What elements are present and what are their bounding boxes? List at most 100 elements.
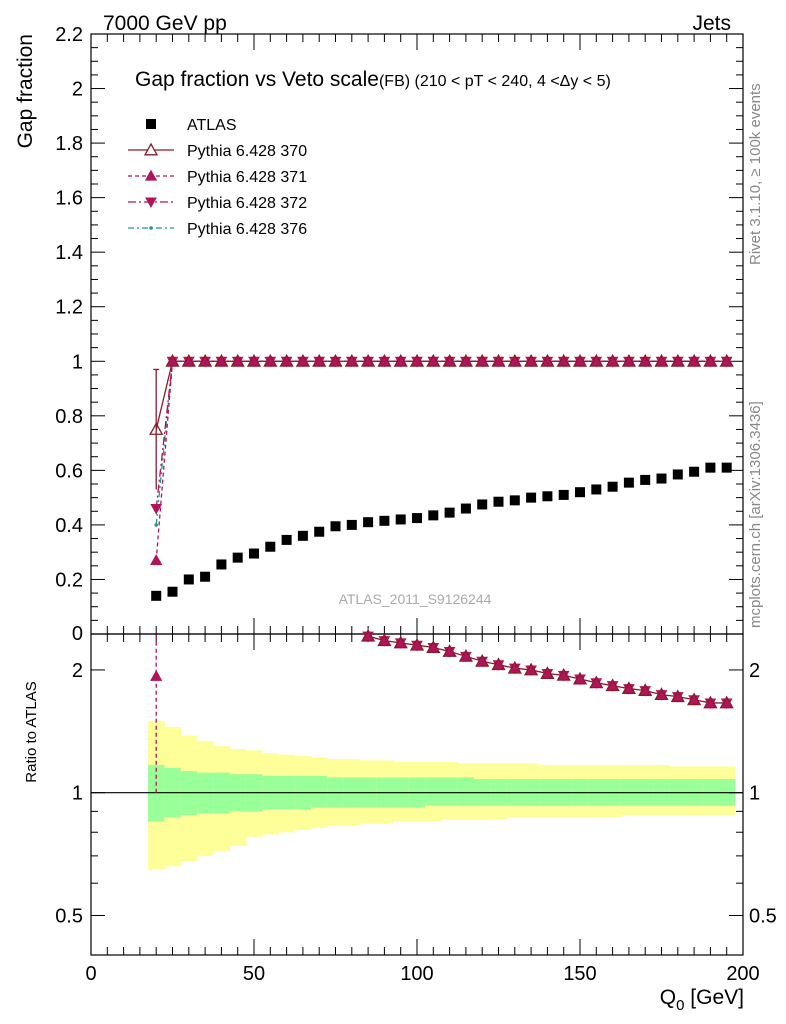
legend-p372-marker — [145, 197, 157, 209]
point-p370 — [197, 353, 213, 367]
y-tick-label: 0.4 — [55, 515, 83, 537]
point-atlas — [297, 530, 308, 541]
ratio-point-p370 — [654, 687, 669, 701]
point-p370 — [393, 353, 408, 367]
point-atlas — [395, 514, 406, 525]
series-line-p370 — [155, 360, 727, 430]
point-atlas — [640, 474, 651, 485]
x-tick-label: 100 — [400, 963, 433, 985]
y-tick-label: 1.4 — [55, 242, 83, 264]
legend-p370-marker — [143, 142, 159, 156]
ratio-plot: 0 50 100 150 200 0.5 0.5 1 1 2 2 — [55, 628, 777, 985]
point-p370 — [377, 353, 392, 367]
point-atlas — [379, 515, 390, 526]
ratio-point-p370 — [393, 635, 408, 649]
ratio-band-inner — [441, 777, 459, 806]
point-p370 — [572, 353, 588, 367]
point-atlas — [591, 484, 602, 495]
ratio-point-p370 — [475, 653, 490, 667]
point-atlas — [477, 499, 488, 510]
point-p370 — [230, 353, 245, 367]
point-p370 — [246, 353, 262, 367]
point-atlas — [167, 586, 178, 597]
point-atlas — [721, 462, 732, 473]
y-tick-label: 0.2 — [55, 569, 83, 591]
point-p370 — [426, 353, 441, 367]
x-axis-label-main: Q — [660, 986, 676, 1009]
ratio-point-p370 — [360, 628, 376, 642]
plot-title-sub: (FB) (210 < pT < 240, 4 <Δy < 5) — [379, 73, 611, 90]
point-p370 — [654, 353, 669, 367]
legend-p372-label: Pythia 6.428 372 — [187, 195, 307, 212]
y-tick-label: 1.2 — [55, 297, 83, 319]
point-p370 — [475, 353, 490, 367]
point-atlas — [656, 473, 667, 484]
point-atlas — [575, 487, 585, 498]
ratio-point-p371 — [150, 669, 163, 681]
point-atlas — [183, 574, 194, 585]
point-p370 — [589, 353, 604, 367]
legend: ATLAS Pythia 6.428 370 Pythia 6.428 371 Pyt… — [128, 117, 307, 238]
point-p370 — [703, 353, 718, 367]
ratio-point-p370 — [523, 662, 539, 676]
ratio-point-p370 — [670, 689, 685, 703]
legend-p371-label: Pythia 6.428 371 — [187, 169, 307, 186]
point-p370 — [605, 353, 620, 367]
x-tick-label: 50 — [243, 963, 265, 985]
x-tick-label: 150 — [563, 963, 596, 985]
ratio-point-p370 — [621, 681, 637, 695]
y-tick-label: 1.6 — [55, 188, 83, 210]
ratio-point-p370 — [540, 666, 555, 679]
ratio-point-p370 — [377, 633, 392, 647]
point-p370 — [279, 353, 294, 367]
point-atlas — [249, 548, 259, 559]
point-p370 — [409, 353, 425, 367]
ratio-y-tick-label: 0.5 — [55, 905, 83, 927]
x-axis-label-unit: [GeV] — [684, 986, 744, 1009]
point-atlas — [542, 491, 553, 502]
ratio-y-tick-label-right: 2 — [749, 660, 760, 682]
point-atlas — [493, 496, 504, 507]
point-atlas — [672, 469, 683, 480]
point-atlas — [216, 559, 227, 570]
point-atlas — [412, 513, 422, 524]
point-atlas — [526, 492, 537, 503]
plot-title-main: Gap fraction vs Veto scale — [135, 68, 379, 91]
ratio-y-tick-label-right: 1 — [749, 783, 760, 805]
ratio-point-p370 — [638, 683, 653, 697]
header-left: 7000 GeV pp — [103, 12, 227, 35]
series-line-p372 — [155, 360, 727, 509]
point-atlas — [151, 590, 162, 601]
ratio-point-p370 — [507, 660, 522, 674]
ratio-point-p370 — [442, 644, 457, 657]
ratio-point-p370 — [572, 671, 588, 685]
legend-p376-label: Pythia 6.428 376 — [187, 221, 307, 238]
x-axis-label-sub: 0 — [676, 997, 684, 1014]
point-p370 — [360, 353, 376, 367]
point-p370 — [181, 353, 196, 367]
legend-p371-marker — [144, 169, 158, 181]
point-atlas — [509, 495, 520, 506]
point-p370 — [149, 422, 164, 435]
series-line-p371 — [155, 360, 727, 561]
point-atlas — [346, 519, 357, 530]
y-tick-label: 1 — [72, 351, 83, 373]
point-atlas — [623, 477, 634, 488]
ratio-point-p370 — [686, 692, 702, 706]
point-atlas — [558, 489, 569, 500]
series-line-p376 — [155, 360, 727, 525]
point-p370 — [719, 353, 734, 367]
legend-p370-label: Pythia 6.428 370 — [187, 143, 307, 160]
y-tick-label: 0.8 — [55, 406, 83, 428]
gap-fraction-plot: 0.2 0.4 0.6 0.8 1 1.2 1.4 1.6 1.8 2 2.2 0 — [55, 24, 744, 645]
legend-p376-marker — [149, 226, 153, 230]
point-p370 — [344, 353, 359, 367]
y-axis-label-top: Gap fraction — [14, 34, 37, 148]
ratio-band-inner — [311, 775, 328, 808]
point-p370 — [214, 353, 229, 367]
ratio-band-inner — [457, 777, 475, 806]
point-atlas — [689, 466, 700, 477]
x-axis-label: Q0 [GeV] — [660, 986, 744, 1014]
ratio-y-tick-label-right: 0.5 — [749, 905, 777, 927]
